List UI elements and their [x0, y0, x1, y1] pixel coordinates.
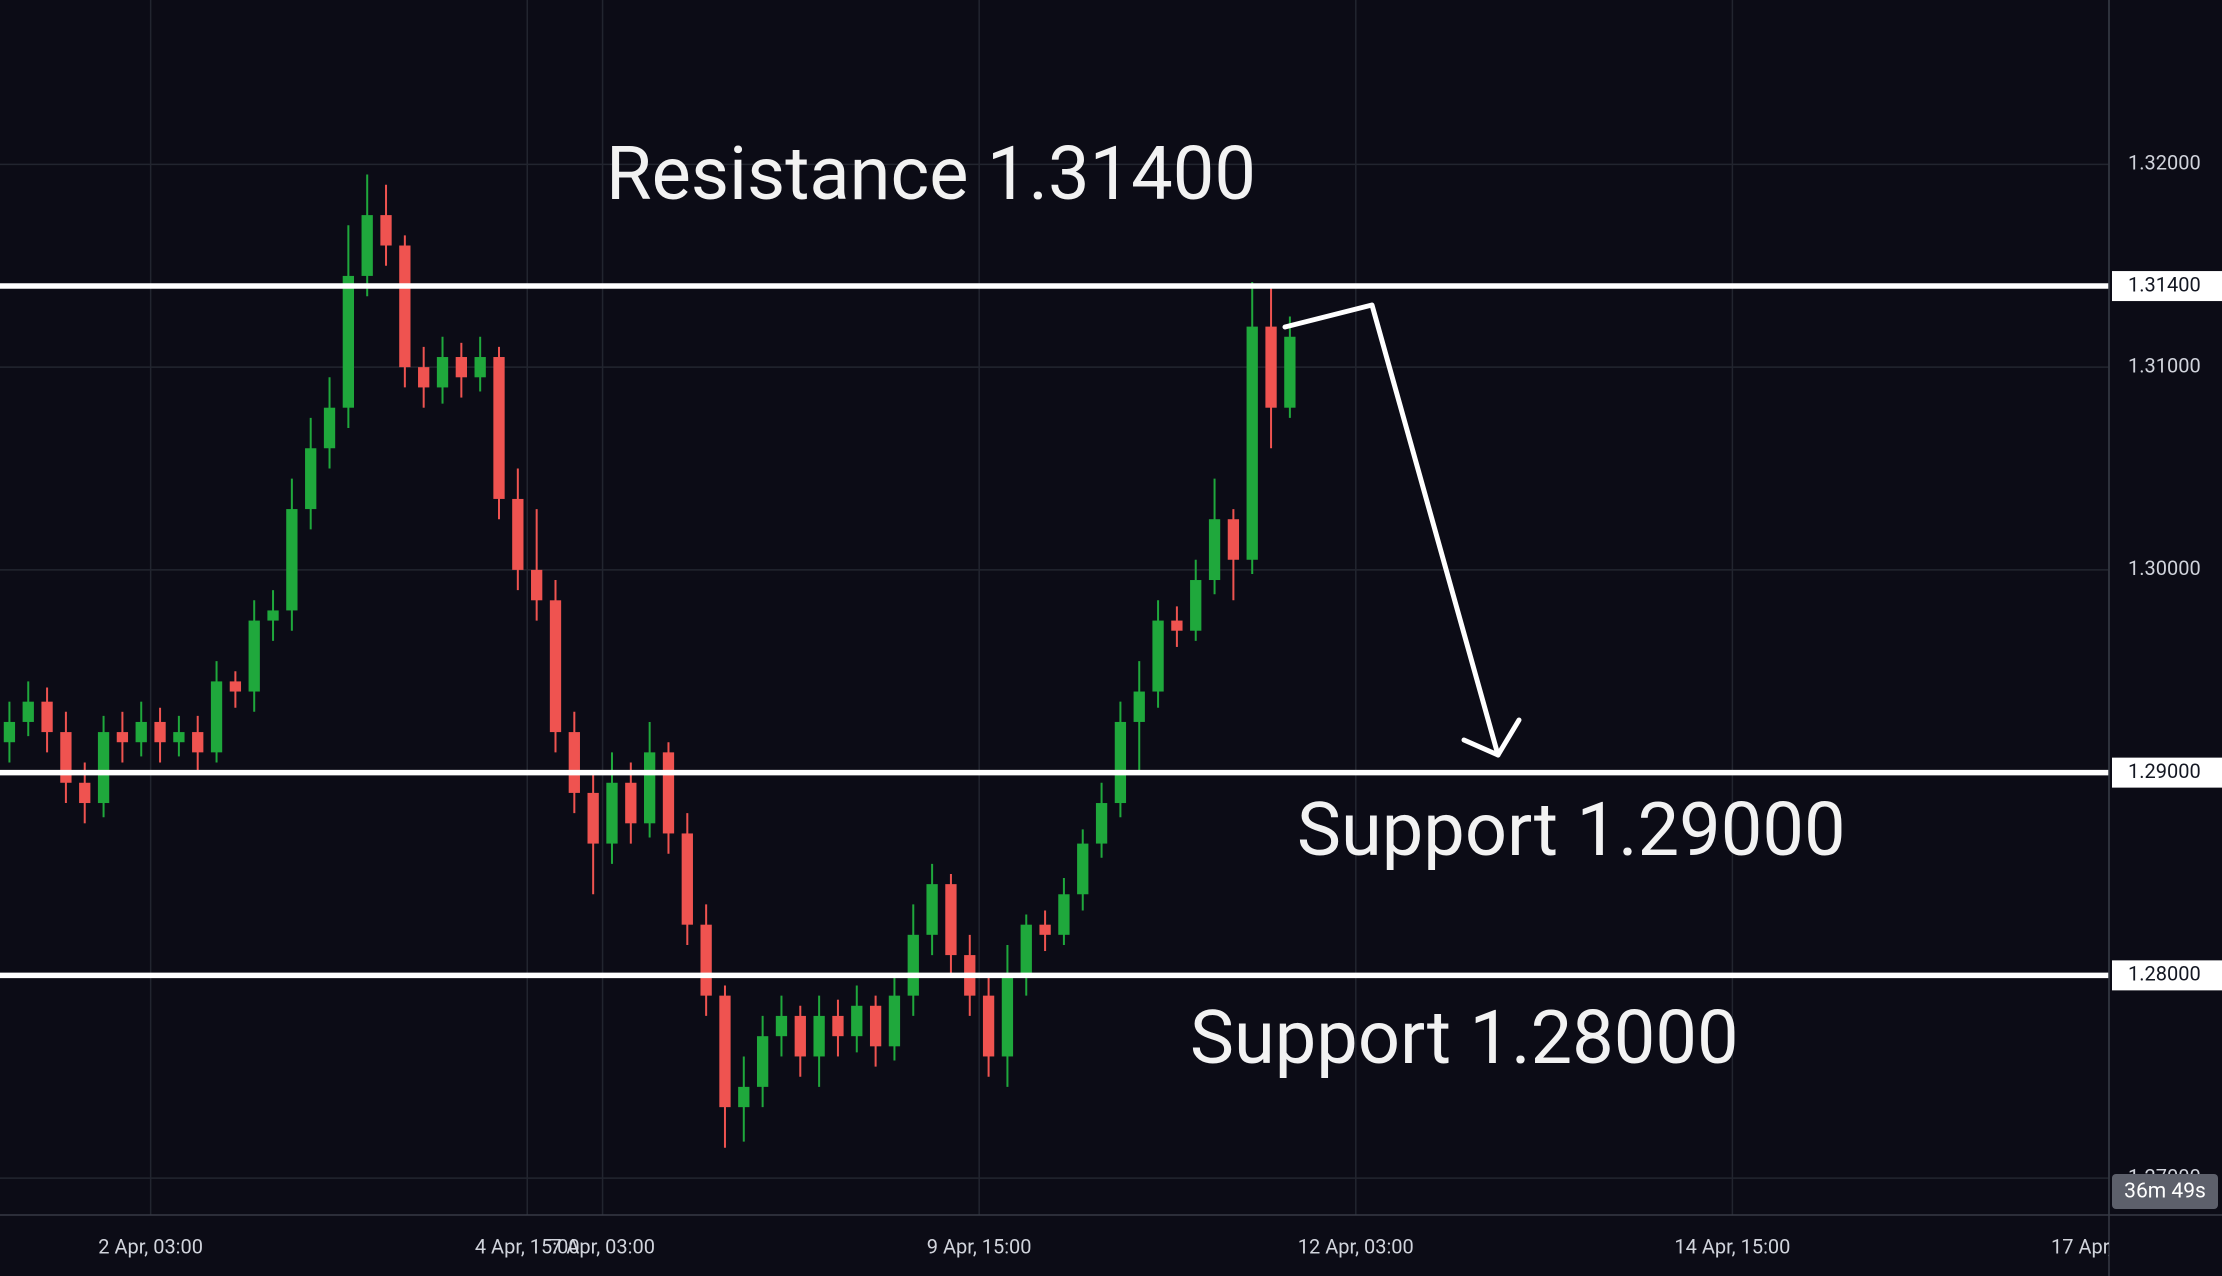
timer: 36m 49s: [2124, 1180, 2206, 1204]
candle-body: [97, 732, 110, 804]
candle-body: [1171, 620, 1183, 631]
candle-body: [681, 833, 693, 925]
annotation: Support 1.29000: [1297, 787, 1846, 874]
candle-body: [286, 509, 298, 611]
arrow-head: [1461, 717, 1522, 758]
candle-body: [794, 1015, 806, 1057]
levels: [0, 283, 2109, 979]
candle-body: [1152, 620, 1164, 692]
candle-body: [1058, 894, 1070, 935]
candle-body: [1246, 326, 1258, 560]
candle-body: [248, 620, 260, 692]
candle-body: [1227, 519, 1240, 560]
x-tick-label: 12 Apr, 03:00: [1298, 1234, 1414, 1258]
candle-body: [643, 752, 656, 824]
level-label-box: [2112, 757, 2222, 788]
candle-body: [493, 357, 505, 499]
candle-body: [1190, 580, 1202, 631]
time-axis: 2 Apr, 03:00 4 Apr, 15:007 Apr, 03:00 9 Ap…: [98, 1234, 2167, 1258]
candle-body: [380, 215, 392, 246]
candle-body: [41, 701, 53, 733]
candle-body: [323, 407, 336, 449]
candle-body: [455, 357, 467, 378]
level-label-box: [2112, 960, 2222, 991]
candle-body: [738, 1086, 750, 1108]
arrow: [1282, 302, 1522, 758]
level-label: 1.29000: [2128, 759, 2201, 783]
level-labels: 1.31400 1.29000 1.28000: [2112, 271, 2222, 991]
candle-body: [192, 732, 204, 753]
annotation: Resistance 1.31400: [606, 131, 1256, 218]
candle-body: [1114, 721, 1127, 804]
candle-body: [1133, 691, 1145, 722]
candle-body: [436, 357, 449, 388]
x-tick-label: 17 Apr, 03:00: [2051, 1234, 2167, 1258]
candle-body: [22, 701, 34, 722]
candle-body: [361, 215, 373, 276]
candle-body: [719, 995, 731, 1108]
candle-body: [1265, 326, 1277, 408]
candles: [3, 174, 1296, 1148]
candle-body: [474, 357, 486, 378]
candle-body: [1039, 924, 1051, 935]
candle-body: [399, 245, 411, 368]
candle-body: [700, 924, 712, 996]
candle-body: [1077, 843, 1089, 895]
arrow-path: [1282, 302, 1501, 758]
candle-body: [1095, 803, 1108, 844]
candle-body: [342, 275, 355, 408]
candle-body: [1284, 336, 1296, 408]
x-tick-label: 9 Apr, 15:00: [927, 1234, 1032, 1258]
candle-body: [1001, 975, 1014, 1057]
candle-body: [851, 1005, 863, 1037]
candle-body: [135, 721, 147, 743]
candle-body: [549, 600, 562, 733]
candle-body: [79, 782, 91, 804]
candle-body: [606, 782, 618, 844]
candle-body: [531, 569, 543, 601]
x-tick-label: 14 Apr, 15:00: [1674, 1234, 1790, 1258]
candle-body: [982, 995, 995, 1057]
annotation: Support 1.28000: [1190, 995, 1739, 1082]
candle-body: [173, 732, 185, 743]
candle-body: [60, 732, 72, 783]
y-tick-label: 1.31000: [2128, 353, 2201, 377]
candle-body: [418, 367, 430, 388]
candle-body: [907, 934, 919, 996]
candle-body: [869, 1005, 882, 1047]
candle-body: [587, 792, 599, 844]
candle-body: [210, 681, 223, 753]
candle-body: [756, 1036, 769, 1087]
candle-body: [229, 681, 242, 692]
candle-body: [662, 752, 675, 834]
candle-body: [1020, 924, 1032, 976]
candle-body: [267, 610, 279, 621]
level-label: 1.28000: [2128, 962, 2201, 986]
x-tick-label: 7 Apr, 03:00: [550, 1234, 655, 1258]
candle-body: [1208, 519, 1221, 581]
candle-body: [775, 1015, 788, 1037]
candle-body: [512, 498, 524, 570]
candle-body: [116, 732, 129, 743]
timer-box: [2112, 1174, 2218, 1209]
candle-body: [568, 732, 580, 793]
candle-body: [888, 995, 901, 1047]
level-label-box: [2112, 271, 2222, 302]
candle-body: [3, 721, 16, 743]
candle-body: [813, 1015, 825, 1057]
x-tick-label: 4 Apr, 15:00: [475, 1234, 580, 1258]
level-label: 1.31400: [2128, 272, 2201, 296]
candle-body: [305, 448, 317, 510]
candle-body: [945, 884, 957, 956]
y-tick-label: 1.32000: [2128, 151, 2201, 175]
candle-body: [926, 884, 938, 935]
candle-body: [154, 721, 166, 743]
candle-body: [832, 1015, 844, 1037]
y-tick-label: 1.30000: [2128, 556, 2201, 580]
x-tick-label: 2 Apr, 03:00: [98, 1234, 203, 1258]
candle-body: [625, 782, 637, 824]
